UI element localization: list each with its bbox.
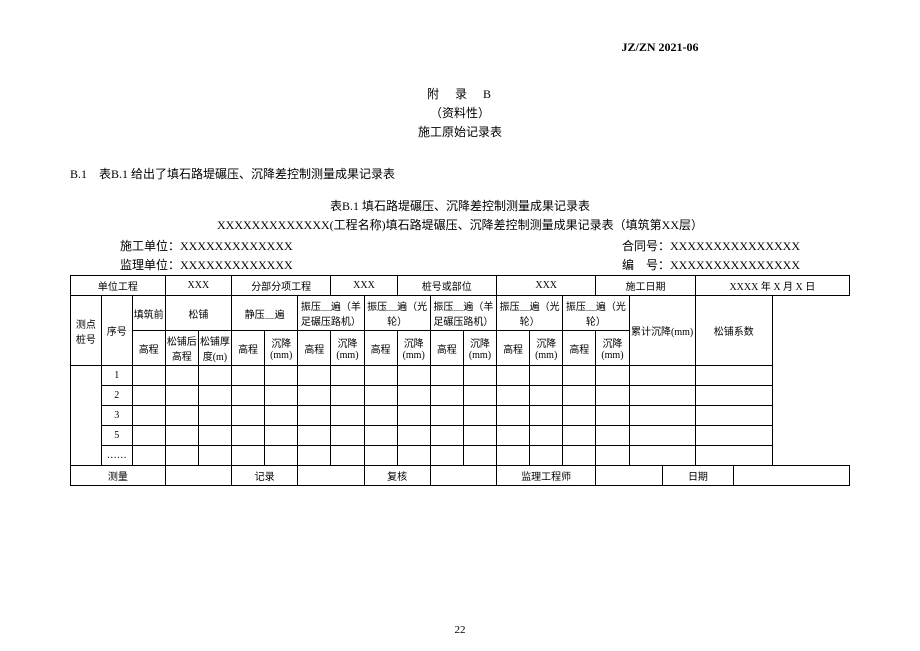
th-loose-pave: 松铺 — [165, 296, 231, 331]
th-settle-2: 沉降(mm) — [331, 331, 364, 366]
ft-date-val — [734, 466, 850, 486]
th-construct-date: 施工日期 — [596, 276, 695, 296]
th-cum-settle: 累计沉降(mm) — [629, 296, 695, 366]
ft-record: 记录 — [232, 466, 298, 486]
cell-seq: 1 — [101, 366, 132, 386]
table-caption: 表B.1 填石路堤碾压、沉降差控制测量成果记录表 — [70, 197, 850, 214]
th-elev-1: 高程 — [232, 331, 265, 366]
header-code: JZ/ZN 2021-06 — [470, 40, 850, 55]
th-pile-no: 桩号或部位 — [397, 276, 496, 296]
info-row-2: 监理单位：XXXXXXXXXXXXX 编 号：XXXXXXXXXXXXXXX — [70, 256, 850, 273]
th-settle-1: 沉降(mm) — [265, 331, 298, 366]
th-elev-2: 高程 — [298, 331, 331, 366]
table-subcaption: XXXXXXXXXXXXX(工程名称)填石路堤碾压、沉降差控制测量成果记录表（填… — [70, 216, 850, 233]
table-row: …… — [71, 446, 850, 466]
th-vib5: 振压＿遍（光轮） — [563, 296, 629, 331]
contract-no: 合同号：XXXXXXXXXXXXXXX — [622, 237, 800, 254]
table-row: 2 — [71, 386, 850, 406]
th-elev-5: 高程 — [497, 331, 530, 366]
th-sub-project: 分部分项工程 — [232, 276, 331, 296]
supervisor-unit: 监理单位：XXXXXXXXXXXXX — [120, 256, 293, 273]
th-xxx3: XXX — [497, 276, 596, 296]
th-survey-pile: 测点桩号 — [71, 296, 102, 366]
ft-supervisor-val — [596, 466, 662, 486]
th-static-press: 静压＿遍 — [232, 296, 298, 331]
th-after-loose: 松铺后高程 — [165, 331, 198, 366]
th-seq-no: 序号 — [101, 296, 132, 366]
ft-date: 日期 — [662, 466, 734, 486]
th-unit-project: 单位工程 — [71, 276, 166, 296]
th-settle-4: 沉降(mm) — [463, 331, 496, 366]
ft-record-val — [298, 466, 364, 486]
ft-review-val — [430, 466, 496, 486]
th-vib3: 振压＿遍（羊足碾压路机） — [430, 296, 496, 331]
th-elev-4: 高程 — [430, 331, 463, 366]
th-loose-thick: 松铺厚度(m) — [198, 331, 231, 366]
construct-unit: 施工单位：XXXXXXXXXXXXX — [120, 237, 293, 254]
appendix-desc: 施工原始记录表 — [70, 123, 850, 140]
th-vib2: 振压＿遍（光轮） — [364, 296, 430, 331]
th-vib1: 振压＿遍（羊足碾压路机） — [298, 296, 364, 331]
cell-seq: 5 — [101, 426, 132, 446]
serial-no: 编 号：XXXXXXXXXXXXXXX — [622, 256, 800, 273]
table-row: 1 — [71, 366, 850, 386]
appendix-sub: （资料性） — [70, 104, 850, 121]
cell-seq: 2 — [101, 386, 132, 406]
th-elev-6: 高程 — [563, 331, 596, 366]
footer-row: 测量 记录 复核 监理工程师 日期 — [71, 466, 850, 486]
ft-supervisor: 监理工程师 — [497, 466, 596, 486]
info-row-1: 施工单位：XXXXXXXXXXXXX 合同号：XXXXXXXXXXXXXXX — [70, 237, 850, 254]
cell-seq: …… — [101, 446, 132, 466]
th-before-fill: 填筑前 — [132, 296, 165, 331]
appendix-title: 附 录 B — [70, 85, 850, 102]
th-xxx1: XXX — [165, 276, 231, 296]
th-settle-3: 沉降(mm) — [397, 331, 430, 366]
header-row-1: 单位工程 XXX 分部分项工程 XXX 桩号或部位 XXX 施工日期 XXXX … — [71, 276, 850, 296]
th-vib4: 振压＿遍（光轮） — [497, 296, 563, 331]
table-row: 3 — [71, 406, 850, 426]
main-table: 单位工程 XXX 分部分项工程 XXX 桩号或部位 XXX 施工日期 XXXX … — [70, 275, 850, 486]
ft-survey: 测量 — [71, 466, 166, 486]
th-elev-3: 高程 — [364, 331, 397, 366]
page-number: 22 — [0, 624, 920, 636]
ft-review: 复核 — [364, 466, 430, 486]
th-elev-0: 高程 — [132, 331, 165, 366]
th-settle-6: 沉降(mm) — [596, 331, 629, 366]
th-settle-5: 沉降(mm) — [530, 331, 563, 366]
th-date-val: XXXX 年 X 月 X 日 — [695, 276, 849, 296]
table-row: 5 — [71, 426, 850, 446]
th-xxx2: XXX — [331, 276, 397, 296]
header-row-2: 测点桩号 序号 填筑前 松铺 静压＿遍 振压＿遍（羊足碾压路机） 振压＿遍（光轮… — [71, 296, 850, 331]
ft-survey-val — [165, 466, 231, 486]
cell-pile — [71, 366, 102, 466]
section-label: B.1 表B.1 给出了填石路堤碾压、沉降差控制测量成果记录表 — [70, 165, 850, 182]
cell-seq: 3 — [101, 406, 132, 426]
th-loose-coef: 松铺系数 — [695, 296, 772, 366]
